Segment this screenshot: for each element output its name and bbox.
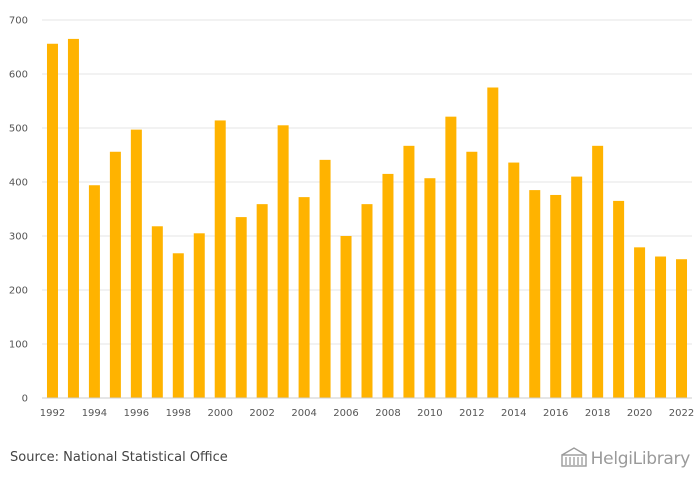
- x-tick-label: 2006: [333, 408, 358, 419]
- bar-2005[interactable]: [319, 159, 331, 398]
- x-tick-label: 2012: [459, 408, 484, 419]
- x-tick-label: 1996: [124, 408, 149, 419]
- bar-2013[interactable]: [487, 87, 499, 399]
- x-tick-label: 2008: [375, 408, 400, 419]
- x-tick-label: 1992: [40, 408, 65, 419]
- bar-1996[interactable]: [130, 129, 142, 398]
- bar-2007[interactable]: [361, 204, 373, 398]
- bars: [46, 38, 688, 399]
- x-tick-label: 1994: [82, 408, 107, 419]
- bar-1993[interactable]: [67, 38, 79, 399]
- x-tick-label: 2022: [669, 408, 694, 419]
- bar-2009[interactable]: [403, 145, 415, 398]
- bar-2012[interactable]: [466, 151, 478, 398]
- bar-2022[interactable]: [676, 259, 688, 398]
- x-tick-label: 2014: [501, 408, 526, 419]
- x-tick-label: 2004: [291, 408, 316, 419]
- y-tick-label: 300: [9, 232, 28, 243]
- logo-text: HelgiLibrary: [590, 449, 691, 469]
- bar-2000[interactable]: [214, 120, 226, 398]
- bar-2002[interactable]: [256, 204, 268, 398]
- y-tick-label: 600: [9, 70, 28, 81]
- bar-2004[interactable]: [298, 197, 310, 398]
- bar-1992[interactable]: [46, 43, 58, 398]
- bar-2010[interactable]: [424, 178, 436, 398]
- bar-2016[interactable]: [550, 194, 562, 398]
- bar-2008[interactable]: [382, 173, 394, 398]
- bar-2014[interactable]: [508, 162, 520, 398]
- source-note: Source: National Statistical Office: [10, 450, 228, 465]
- x-tick-label: 2000: [207, 408, 232, 419]
- bar-chart: 0 100 200 300 400 500 600 700 1992 1994 1996 1998 2…: [9, 16, 694, 420]
- bar-1999[interactable]: [193, 233, 205, 398]
- bar-1994[interactable]: [88, 185, 100, 398]
- y-tick-label: 500: [9, 124, 28, 135]
- bar-1998[interactable]: [172, 253, 184, 398]
- x-tick-label: 2010: [417, 408, 442, 419]
- bar-2018[interactable]: [592, 145, 604, 398]
- helgi-library-logo[interactable]: HelgiLibrary: [560, 446, 691, 472]
- y-tick-label: 0: [22, 394, 28, 405]
- bar-2017[interactable]: [571, 176, 583, 398]
- bar-2001[interactable]: [235, 217, 247, 398]
- y-tick-label: 100: [9, 340, 28, 351]
- footer: Source: National Statistical Office Helg…: [0, 446, 700, 476]
- building-icon: [560, 446, 587, 472]
- x-tick-label: 2020: [627, 408, 652, 419]
- x-tick-label: 2002: [249, 408, 274, 419]
- bar-2021[interactable]: [655, 256, 667, 398]
- x-axis: 1992 1994 1996 1998 2000 2002 2004 2006 2008 2010…: [40, 408, 694, 419]
- x-tick-label: 2018: [585, 408, 610, 419]
- bar-2003[interactable]: [277, 125, 289, 399]
- y-tick-label: 700: [9, 16, 28, 27]
- bar-2019[interactable]: [613, 200, 625, 398]
- x-tick-label: 1998: [166, 408, 191, 419]
- y-tick-label: 400: [9, 178, 28, 189]
- bar-2011[interactable]: [445, 116, 457, 398]
- bar-2015[interactable]: [529, 190, 541, 398]
- bar-1997[interactable]: [151, 226, 163, 398]
- bar-2006[interactable]: [340, 236, 352, 398]
- bar-2020[interactable]: [634, 247, 646, 398]
- x-tick-label: 2016: [543, 408, 568, 419]
- y-tick-label: 200: [9, 286, 28, 297]
- y-axis: 0 100 200 300 400 500 600 700: [9, 16, 28, 405]
- bar-1995[interactable]: [109, 151, 121, 398]
